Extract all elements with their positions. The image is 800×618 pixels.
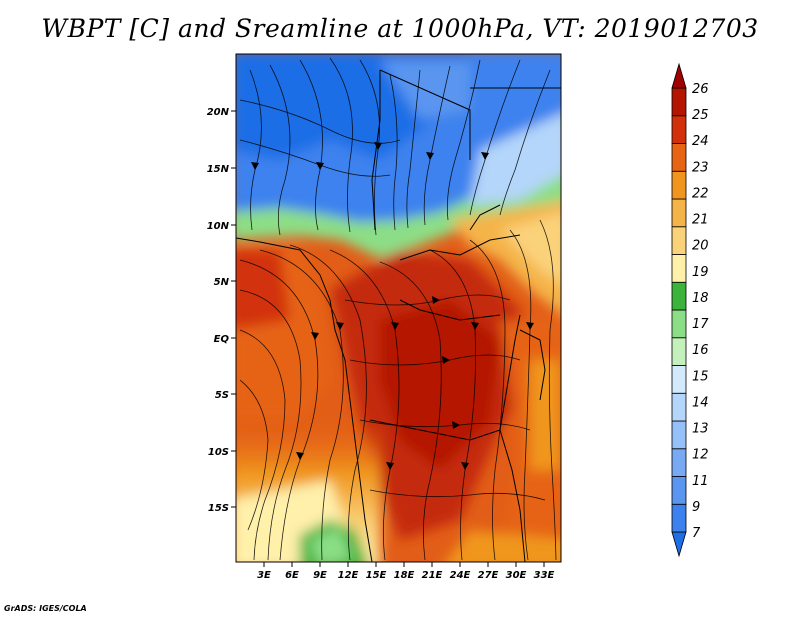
colorbar: 7 9 11 12 13 14 15 16 17 18 19 20 21 22 23 24 25 26 xyxy=(671,62,709,558)
lat-label-eq: EQ xyxy=(214,334,230,345)
colorbar-label: 11 xyxy=(692,474,709,489)
chart-title: WBPT [C] and Sreamline at 1000hPa, VT: 2… xyxy=(41,14,759,43)
lon-label-12e: 12E xyxy=(338,570,359,581)
colorbar-segment xyxy=(671,337,687,366)
lat-label-15s: 15S xyxy=(208,503,229,514)
colorbar-segment xyxy=(671,531,687,558)
lon-ticks xyxy=(263,562,545,567)
colorbar-label: 19 xyxy=(692,265,709,280)
colorbar-segment xyxy=(671,198,687,228)
lon-label-6e: 6E xyxy=(285,570,299,581)
colorbar-segment xyxy=(671,87,687,117)
colorbar-segment xyxy=(671,226,687,255)
temperature-field xyxy=(236,54,561,562)
colorbar-label: 23 xyxy=(692,160,709,175)
lat-label-10n: 10N xyxy=(207,221,230,232)
colorbar-label: 12 xyxy=(692,448,709,463)
colorbar-label: 16 xyxy=(692,343,709,358)
colorbar-segment xyxy=(671,392,687,422)
colorbar-label: 18 xyxy=(692,291,709,306)
colorbar-segment xyxy=(671,115,687,144)
colorbar-label: 13 xyxy=(692,422,709,437)
colorbar-label: 9 xyxy=(692,500,700,515)
lon-label-15e: 15E xyxy=(366,570,387,581)
lon-label-3e: 3E xyxy=(257,570,271,581)
colorbar-label: 20 xyxy=(692,239,709,254)
lon-label-27e: 27E xyxy=(478,570,499,581)
colorbar-label: 14 xyxy=(692,395,709,410)
colorbar-label: 15 xyxy=(692,369,709,384)
streamline-arrows xyxy=(251,142,534,470)
map-frame xyxy=(235,53,562,563)
colorbar-segment xyxy=(671,420,687,450)
grads-credit: GrADS: IGES/COLA xyxy=(4,604,87,613)
lon-label-9e: 9E xyxy=(313,570,327,581)
colorbar-segment xyxy=(671,448,687,477)
lat-label-10s: 10S xyxy=(208,447,229,458)
lat-label-20n: 20N xyxy=(207,107,230,118)
colorbar-segment xyxy=(671,254,687,283)
lat-label-15n: 15N xyxy=(207,164,230,175)
colorbar-label: 7 xyxy=(692,526,701,541)
lon-label-24e: 24E xyxy=(450,570,471,581)
colorbar-label: 24 xyxy=(692,134,709,149)
colorbar-segment xyxy=(671,170,687,200)
lat-label-5s: 5S xyxy=(215,390,229,401)
lat-ticks xyxy=(231,110,236,508)
colorbar-label: 17 xyxy=(692,317,709,332)
colorbar-segment xyxy=(671,476,687,505)
colorbar-segment xyxy=(671,281,687,311)
colorbar-segment xyxy=(671,503,687,533)
lon-label-18e: 18E xyxy=(394,570,415,581)
country-borders xyxy=(236,69,561,562)
colorbar-label: 25 xyxy=(692,108,709,123)
colorbar-segment xyxy=(671,62,687,89)
colorbar-segment xyxy=(671,365,687,394)
lon-label-30e: 30E xyxy=(506,570,527,581)
colorbar-label: 21 xyxy=(692,213,709,228)
colorbar-label: 26 xyxy=(692,82,709,97)
colorbar-label: 22 xyxy=(692,186,709,201)
lon-label-21e: 21E xyxy=(422,570,443,581)
lat-label-5n: 5N xyxy=(214,277,230,288)
colorbar-segment xyxy=(671,143,687,172)
colorbar-segment xyxy=(671,309,687,339)
lon-label-33e: 33E xyxy=(534,570,555,581)
